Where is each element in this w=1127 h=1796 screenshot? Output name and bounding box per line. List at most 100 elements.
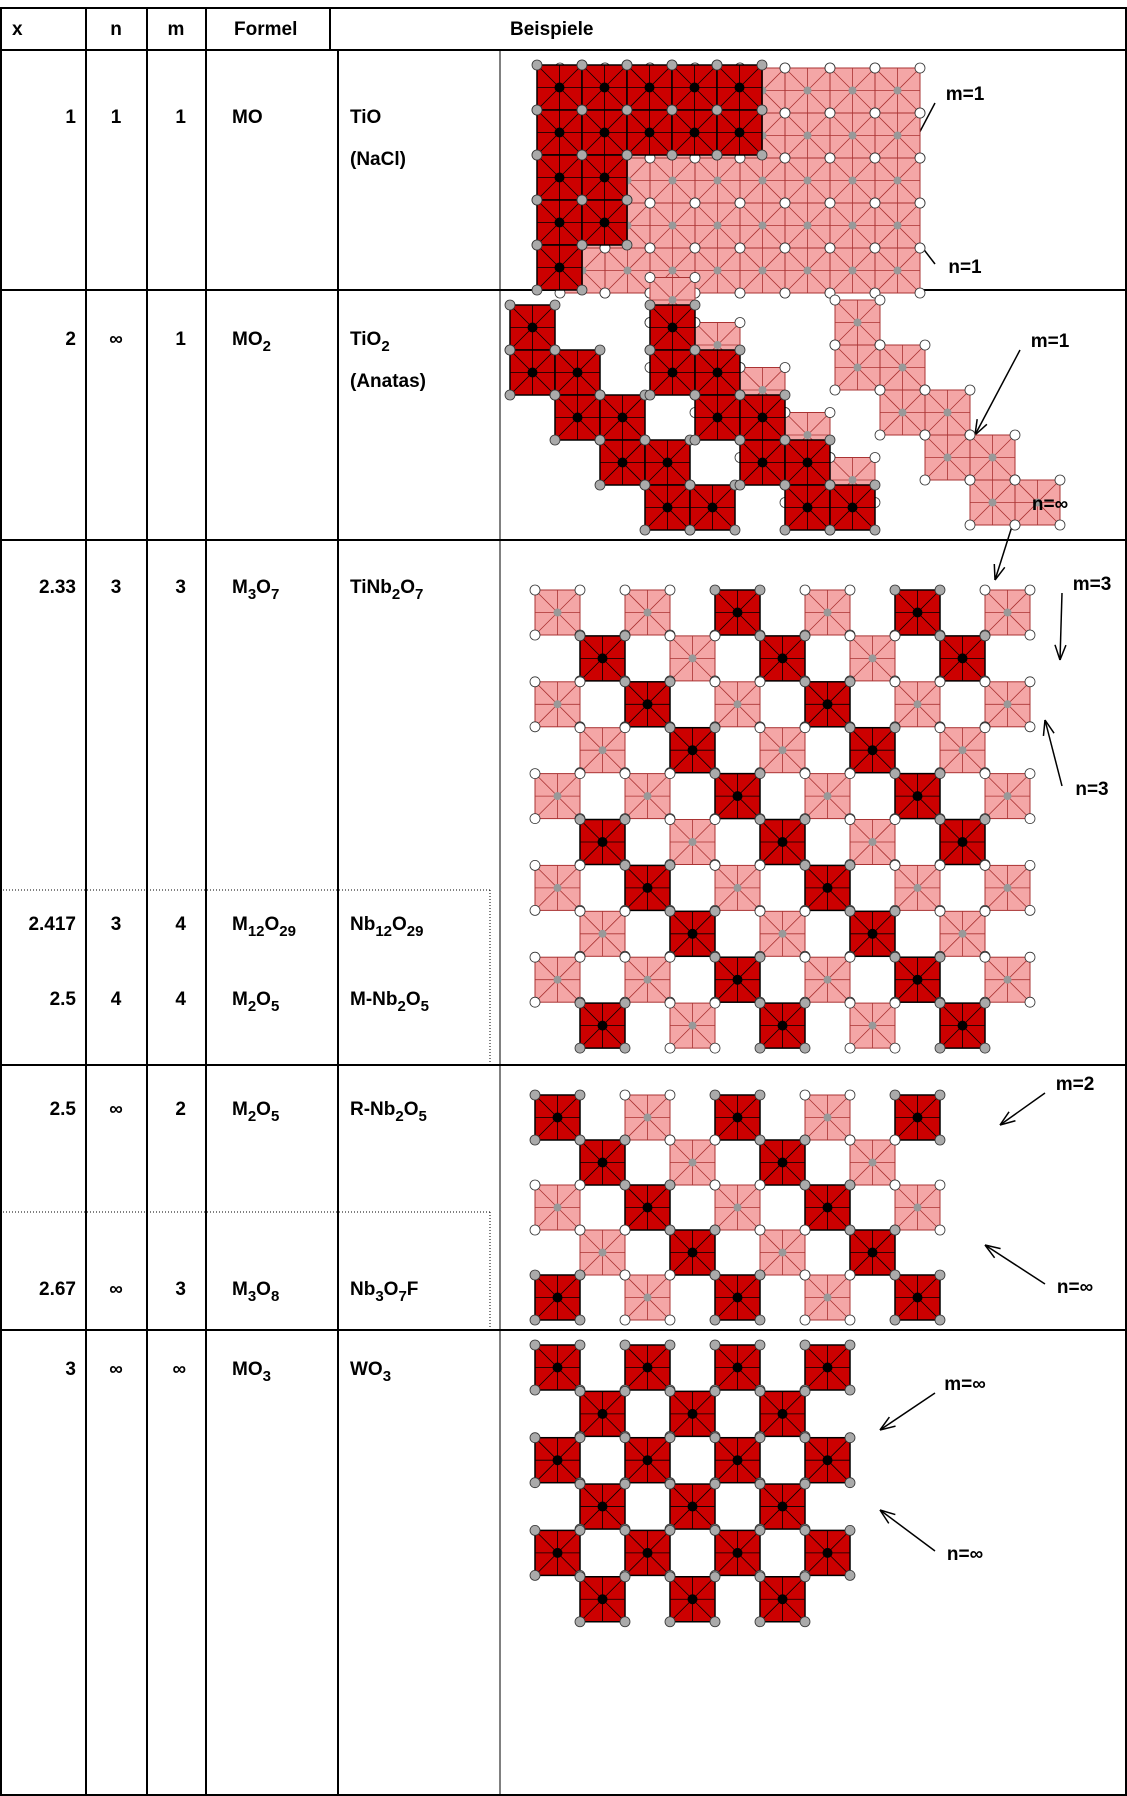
arrow-head — [984, 1244, 996, 1259]
center-atom — [553, 700, 562, 709]
corner-atom — [754, 1432, 766, 1444]
formula: MO3 — [232, 1359, 271, 1385]
center-atom — [713, 266, 722, 275]
corner-atom — [754, 1179, 766, 1191]
center-atom — [617, 457, 628, 468]
arrow-head — [994, 566, 1006, 581]
m-value: 3 — [175, 1279, 186, 1300]
corner-atom — [844, 1570, 856, 1581]
center-atom — [822, 1455, 833, 1466]
text-part: O — [392, 914, 407, 935]
corner-atom — [574, 905, 586, 917]
center-atom — [668, 266, 677, 275]
corner-atom — [664, 1339, 676, 1351]
corner-atom — [664, 951, 676, 963]
example: TiNb2O7 — [350, 577, 423, 603]
center-atom — [668, 221, 677, 230]
corner-atom — [619, 997, 631, 1009]
corner-atom — [934, 814, 946, 825]
corner-atom — [529, 1314, 541, 1326]
corner-atom — [919, 474, 931, 486]
center-atom — [688, 654, 697, 663]
corner-atom — [964, 384, 976, 396]
center-atom — [687, 1501, 698, 1512]
subscript: 5 — [271, 1108, 279, 1125]
center-atom — [757, 457, 768, 468]
corner-atom — [779, 362, 791, 373]
corner-atom — [979, 951, 991, 963]
header-cell: x — [12, 19, 23, 40]
octahedron-light — [529, 676, 586, 733]
center-atom — [757, 412, 768, 423]
corner-atom — [664, 1179, 676, 1191]
corner-atom — [684, 524, 696, 536]
corner-atom — [799, 1385, 811, 1397]
center-atom — [1033, 498, 1042, 507]
corner-atom — [799, 1179, 811, 1191]
corner-atom — [1024, 676, 1036, 688]
octahedron-dark — [576, 194, 633, 251]
text-part: WO — [350, 1359, 383, 1380]
center-atom — [848, 266, 857, 275]
octahedron-light — [529, 860, 586, 916]
corner-atom — [594, 389, 606, 401]
corner-atom — [889, 814, 901, 825]
corner-atom — [619, 1314, 631, 1326]
text-part: M — [232, 914, 248, 935]
center-atom — [527, 322, 538, 333]
text-part: M — [232, 989, 248, 1010]
label-m: m=1 — [946, 84, 985, 105]
corner-atom — [574, 630, 586, 642]
subscript: 2 — [397, 998, 405, 1015]
corner-atom — [644, 272, 656, 283]
corner-atom — [934, 1089, 946, 1101]
corner-atom — [709, 630, 721, 642]
subscript: 2 — [248, 1108, 256, 1125]
text-part: M — [232, 1279, 248, 1300]
corner-atom — [754, 676, 766, 688]
center-atom — [803, 86, 812, 95]
corner-atom — [504, 299, 516, 311]
corner-atom — [1009, 519, 1021, 531]
corner-atom — [844, 1089, 856, 1101]
corner-atom — [889, 860, 901, 871]
corner-atom — [574, 1385, 586, 1397]
n-value: 3 — [111, 577, 122, 598]
corner-atom — [574, 997, 586, 1009]
text-part: O — [256, 1099, 271, 1120]
center-atom — [803, 221, 812, 230]
label-n: n=3 — [1075, 779, 1108, 800]
center-atom — [642, 1362, 653, 1373]
corner-atom — [934, 860, 946, 871]
center-atom — [958, 746, 967, 755]
corner-atom — [619, 630, 631, 642]
m-value: 4 — [175, 989, 186, 1010]
corner-atom — [824, 152, 836, 164]
corner-atom — [709, 1571, 721, 1583]
subscript: 7 — [398, 1288, 406, 1305]
corner-atom — [754, 1478, 766, 1490]
center-atom — [893, 221, 902, 230]
octahedron-dark — [689, 389, 746, 446]
corner-atom — [889, 722, 901, 734]
corner-atom — [869, 242, 881, 254]
center-atom — [599, 127, 610, 138]
center-atom — [732, 607, 743, 618]
corner-atom — [664, 722, 676, 734]
corner-atom — [799, 1571, 811, 1583]
corner-atom — [754, 1616, 766, 1628]
corner-atom — [529, 1432, 541, 1444]
subscript: 8 — [271, 1288, 279, 1305]
center-atom — [623, 266, 632, 275]
center-atom — [734, 82, 745, 93]
octahedron-light — [779, 242, 836, 299]
octahedron-dark — [529, 1432, 586, 1489]
corner-atom — [709, 1179, 721, 1191]
example: WO3 — [350, 1359, 391, 1385]
center-atom — [643, 1293, 652, 1302]
center-atom — [853, 318, 862, 327]
corner-atom — [574, 1134, 586, 1146]
center-atom — [554, 217, 565, 228]
corner-atom — [529, 1525, 541, 1536]
corner-atom — [531, 239, 543, 251]
